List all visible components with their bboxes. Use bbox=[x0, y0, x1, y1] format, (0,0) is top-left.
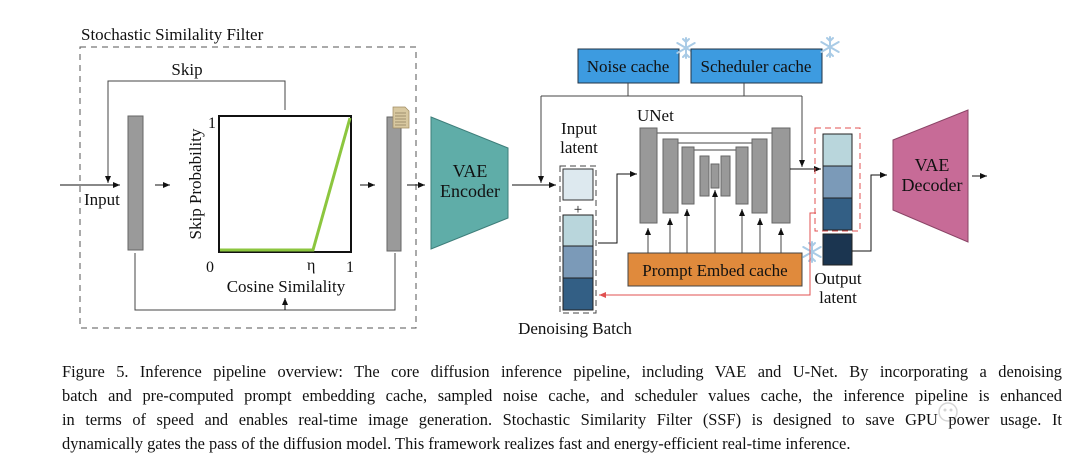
y-tick-1: 1 bbox=[208, 115, 216, 132]
batch-latent-2 bbox=[562, 245, 594, 279]
x-tick-0: 0 bbox=[206, 259, 214, 276]
skip-connection bbox=[105, 80, 286, 183]
recycle-latent-arrow bbox=[599, 212, 816, 298]
input-latent-label-1: Input bbox=[561, 119, 597, 138]
unet-block bbox=[735, 146, 749, 205]
skip-probability-plot: Skip Probability 1 0 η 1 Cosine Similali… bbox=[186, 115, 354, 296]
unet-block bbox=[771, 127, 791, 224]
figure-caption: Figure 5. Inference pipeline overview: T… bbox=[62, 360, 1062, 456]
vae-decoder: VAE Decoder bbox=[892, 109, 969, 243]
batch-latent-3 bbox=[562, 277, 594, 311]
output-latent-3 bbox=[822, 197, 853, 231]
input-latent-block bbox=[562, 168, 594, 201]
latent-to-decoder-arrow bbox=[852, 172, 887, 252]
prompt-embed-cache-label: Prompt Embed cache bbox=[642, 261, 787, 280]
output-feature-bar bbox=[386, 116, 402, 252]
snowflake-icon bbox=[802, 241, 822, 263]
vae-encoder-label-1: VAE bbox=[453, 161, 488, 181]
skip-probability-curve bbox=[220, 117, 352, 252]
input-label: Input bbox=[84, 190, 120, 209]
prompt-embed-cache: Prompt Embed cache bbox=[627, 241, 822, 287]
denoising-batch: Input latent + Denoising Batch bbox=[518, 119, 632, 338]
scheduler-cache-label: Scheduler cache bbox=[701, 57, 812, 76]
x-tick-1: 1 bbox=[346, 259, 354, 276]
unet-block bbox=[699, 155, 710, 197]
denoising-batch-border bbox=[559, 165, 597, 314]
vae-encoder: VAE Encoder bbox=[430, 116, 509, 250]
feedback-connection bbox=[134, 253, 396, 311]
cache-connections bbox=[538, 83, 805, 183]
unet-block bbox=[710, 163, 720, 189]
vae-decoder-shape bbox=[892, 109, 969, 243]
final-output-latent bbox=[822, 233, 853, 266]
noise-cache-box bbox=[577, 48, 680, 84]
scheduler-cache-box bbox=[690, 48, 823, 84]
output-latent-border bbox=[814, 127, 861, 232]
caption-line: dynamically gates the pass of the diffus… bbox=[62, 434, 851, 453]
denoising-batch-label: Denoising Batch bbox=[518, 319, 632, 338]
output-latent-1 bbox=[822, 133, 853, 167]
unet-block bbox=[639, 127, 658, 224]
output-latent-label-1: Output bbox=[814, 269, 862, 288]
plot-ylabel: Skip Probability bbox=[186, 128, 205, 239]
watermark-logo bbox=[938, 402, 958, 422]
unet: UNet bbox=[637, 106, 791, 253]
vae-decoder-label-1: VAE bbox=[915, 155, 950, 175]
snowflake-icon bbox=[820, 36, 840, 58]
vae-decoder-label-2: Decoder bbox=[902, 175, 963, 195]
document-icon bbox=[392, 106, 410, 129]
unet-label: UNet bbox=[637, 106, 674, 125]
output-latent: Output latent bbox=[814, 127, 862, 307]
unet-block bbox=[662, 138, 679, 214]
prompt-embed-arrows bbox=[645, 190, 784, 253]
prompt-embed-cache-box bbox=[627, 252, 803, 287]
vae-encoder-label-2: Encoder bbox=[440, 181, 500, 201]
vae-encoder-shape bbox=[430, 116, 509, 250]
batch-latent-1 bbox=[562, 214, 594, 247]
caption-line: Figure 5. Inference pipeline overview: T… bbox=[62, 362, 1062, 381]
input-feature-bar bbox=[127, 115, 144, 251]
x-tick-eta: η bbox=[307, 257, 315, 274]
ssf-dashed-border bbox=[79, 46, 417, 329]
input-latent-label-2: latent bbox=[560, 138, 598, 157]
caption-line: in terms of speed and enables real-time … bbox=[62, 410, 1062, 429]
unet-block bbox=[751, 138, 768, 214]
output-latent-2 bbox=[822, 165, 853, 199]
plot-frame bbox=[218, 115, 352, 253]
ssf-title: Stochastic Similality Filter bbox=[81, 25, 264, 44]
output-latent-label-2: latent bbox=[819, 288, 857, 307]
stochastic-similarity-filter: Stochastic Similality Filter Skip Input … bbox=[60, 25, 425, 329]
unet-block bbox=[681, 146, 695, 205]
unet-block bbox=[720, 155, 731, 197]
plot-xlabel: Cosine Similality bbox=[227, 277, 346, 296]
plus-sign: + bbox=[574, 202, 582, 218]
noise-cache: Noise cache bbox=[577, 37, 696, 84]
unet-skip-connections bbox=[657, 132, 772, 151]
caption-line: batch and pre-computed prompt embedding … bbox=[62, 386, 1062, 405]
scheduler-cache: Scheduler cache bbox=[690, 36, 840, 84]
unet-blocks bbox=[639, 127, 791, 224]
noise-cache-label: Noise cache bbox=[587, 57, 670, 76]
skip-label: Skip bbox=[171, 60, 202, 79]
batch-to-unet-arrow bbox=[598, 171, 637, 244]
